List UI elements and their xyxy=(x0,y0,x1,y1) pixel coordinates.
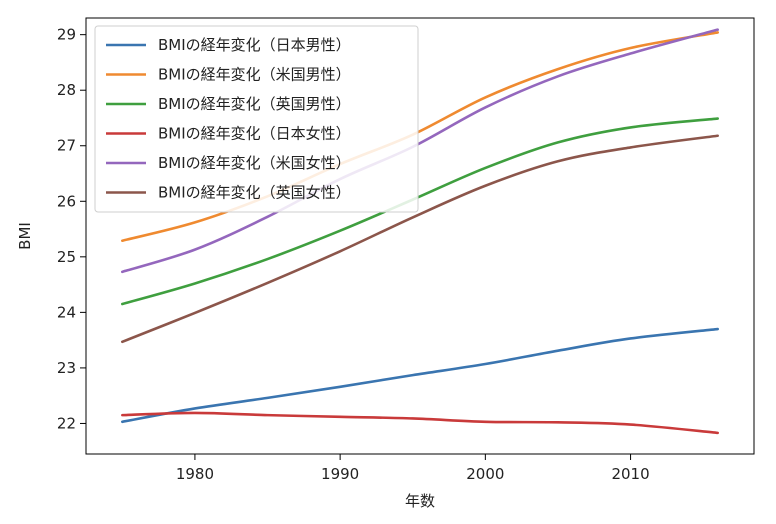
y-tick-label: 22 xyxy=(57,414,76,432)
y-tick-label: 29 xyxy=(57,26,76,44)
series-line-1 xyxy=(121,327,719,424)
x-tick-label: 1990 xyxy=(321,465,359,483)
y-tick-label: 23 xyxy=(57,359,76,377)
x-axis-label: 年数 xyxy=(405,492,435,510)
legend-label-2: BMIの経年変化（米国男性） xyxy=(158,66,351,84)
y-tick-label: 25 xyxy=(57,248,76,266)
legend-box xyxy=(94,25,419,213)
series-line-4 xyxy=(121,411,719,435)
plot-frame xyxy=(85,17,755,455)
x-tick-label: 2000 xyxy=(466,465,504,483)
legend: BMIの経年変化（日本男性） BMIの経年変化（米国男性） BMIの経年変化（英国男… xyxy=(94,25,419,213)
y-axis-label: BMI xyxy=(16,222,34,250)
legend-label-5: BMIの経年変化（米国女性） xyxy=(158,154,351,172)
y-tick-label: 28 xyxy=(57,81,76,99)
legend-label-4: BMIの経年変化（日本女性） xyxy=(158,125,351,143)
y-axis-ticks: 22 23 24 25 26 27 28 29 xyxy=(57,26,86,432)
x-tick-label: 2010 xyxy=(611,465,649,483)
legend-label-1: BMIの経年変化（日本男性） xyxy=(158,36,351,54)
x-tick-label: 1980 xyxy=(176,465,214,483)
y-tick-label: 24 xyxy=(57,303,76,321)
y-tick-label: 26 xyxy=(57,192,76,210)
series-line-6 xyxy=(121,134,719,344)
legend-label-3: BMIの経年変化（英国男性） xyxy=(158,95,351,113)
y-tick-label: 27 xyxy=(57,137,76,155)
legend-label-6: BMIの経年変化（英国女性） xyxy=(158,184,351,202)
x-axis-ticks: 1980 1990 2000 2010 xyxy=(176,454,650,483)
